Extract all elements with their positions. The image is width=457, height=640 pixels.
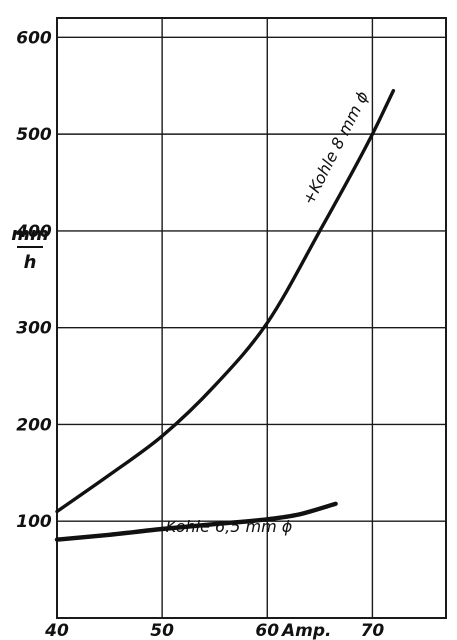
series-label-plus-kohle: +Kohle 8 mm ϕ [299,88,373,208]
series-label-minus-kohle: -Kohle 6,5 mm ϕ [160,517,293,536]
tick-labels: 40 50 60 70 100 200 300 400 500 600 [15,28,384,640]
y-axis-unit-numerator: mm [11,224,49,245]
series-line-plus-kohle [55,88,396,514]
x-axis-unit-label: Amp. [280,621,332,640]
series-lines [54,88,396,542]
x-tick-label: 70 [361,621,385,640]
y-tick-label: 400 [15,222,52,242]
x-tick-label: 60 [255,621,279,640]
y-tick-label: 200 [16,415,52,435]
x-tick-label: 50 [150,621,174,640]
x-tick-label: 40 [44,621,69,640]
y-tick-label: 100 [16,512,52,532]
y-tick-label: 300 [16,319,52,339]
y-axis-unit-denominator: h [24,252,37,273]
chart-labels: mm h Amp. +Kohle 8 mm ϕ -Kohle 6,5 mm ϕ [11,88,372,640]
plot-frame [56,17,447,619]
series-line-minus-kohle [54,501,338,542]
y-tick-label: 600 [16,28,52,48]
y-tick-label: 500 [16,125,52,145]
